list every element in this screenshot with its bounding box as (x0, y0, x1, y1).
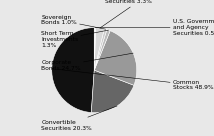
Text: U.S. Government
and Agency
Securities 0.5%: U.S. Government and Agency Securities 0.… (95, 19, 214, 36)
Wedge shape (91, 70, 134, 113)
Wedge shape (94, 28, 104, 70)
Wedge shape (94, 31, 137, 85)
Text: Short Term
Investments
1.3%: Short Term Investments 1.3% (41, 30, 108, 48)
Text: Corporate
Bonds 24.7%: Corporate Bonds 24.7% (41, 53, 133, 71)
Text: Convertible
Securities 20.3%: Convertible Securities 20.3% (41, 106, 117, 131)
Wedge shape (94, 29, 107, 70)
Wedge shape (94, 28, 96, 70)
Text: Common
Stocks 48.9%: Common Stocks 48.9% (52, 69, 214, 90)
Text: Sovereign
Bonds 1.0%: Sovereign Bonds 1.0% (41, 15, 106, 29)
Text: Structured Equity-Linked
Securities 3.3%: Structured Equity-Linked Securities 3.3% (100, 0, 179, 28)
Wedge shape (52, 28, 94, 112)
Wedge shape (94, 30, 110, 70)
